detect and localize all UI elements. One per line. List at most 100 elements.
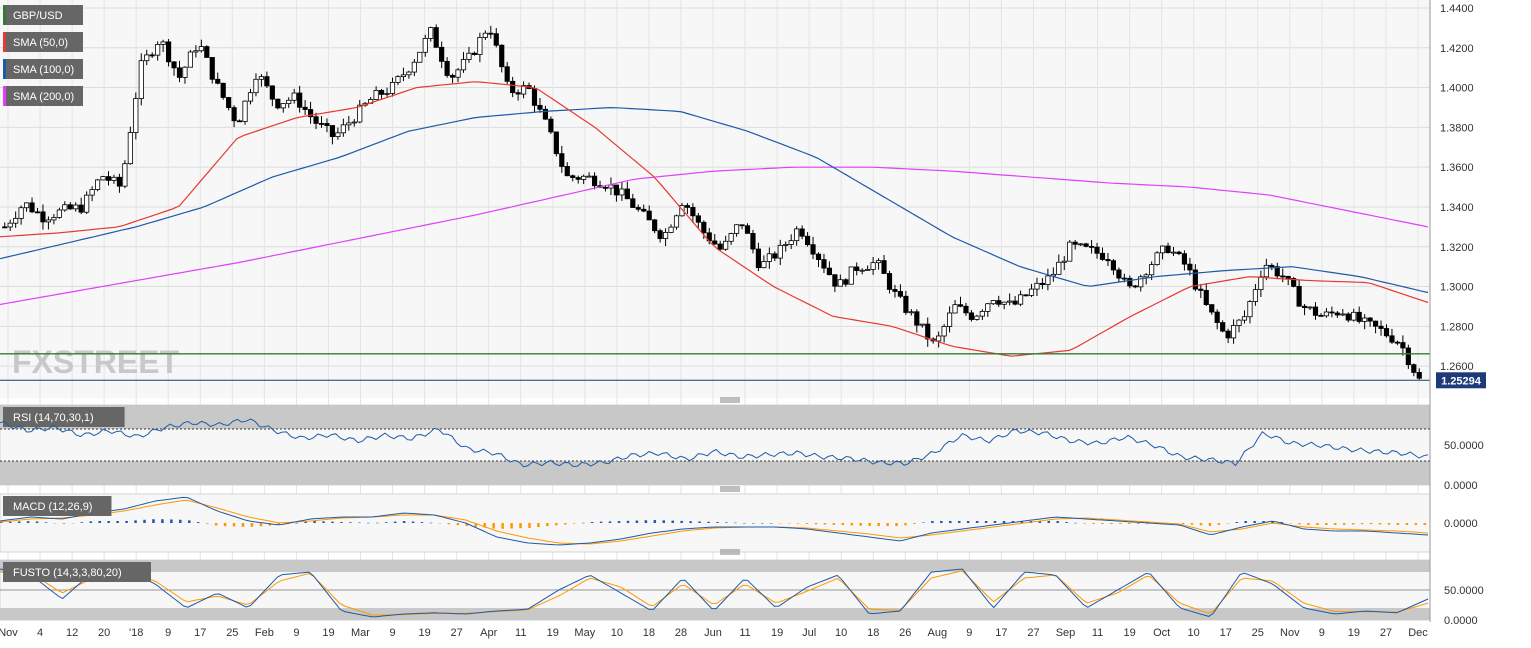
candle-body	[859, 269, 865, 272]
candle-body	[1285, 275, 1291, 279]
macd-hist-bar	[519, 523, 522, 529]
rsi-oversold-zone	[0, 461, 1430, 485]
macd-y-tick: 0.0000	[1444, 518, 1478, 530]
x-tick-label: 20	[98, 627, 110, 639]
macd-hist-bar	[572, 523, 576, 524]
macd-hist-bar	[179, 519, 182, 523]
candle-body	[668, 226, 674, 233]
candle-body	[794, 228, 800, 242]
macd-hist-bar	[250, 523, 254, 527]
candle-body	[149, 54, 155, 57]
macd-hist-bar	[734, 522, 737, 524]
legend-item: GBP/USD	[3, 5, 83, 25]
macd-hist-bar	[1145, 523, 1149, 524]
candle-body	[968, 312, 975, 320]
x-tick-label: '18	[129, 627, 143, 639]
candle-body	[515, 92, 521, 95]
candle-body	[608, 184, 614, 189]
candle-body	[1291, 278, 1297, 287]
legend-box	[3, 59, 83, 79]
candle-body	[13, 218, 19, 224]
candle-body	[1116, 269, 1122, 279]
candle-body	[826, 267, 833, 276]
last-price-tag	[1436, 372, 1486, 389]
legend-item: SMA (50,0)	[3, 32, 83, 52]
candle-body	[646, 210, 652, 221]
macd-hist-bar	[411, 521, 415, 523]
macd-hist-bar	[483, 523, 486, 528]
x-tick-label: Sep	[1056, 627, 1076, 639]
macd-hist-bar	[510, 523, 513, 529]
candle-body	[100, 176, 106, 181]
x-tick-label: 10	[835, 627, 847, 639]
candle-body	[1209, 304, 1215, 313]
y-tick-label: 1.3800	[1440, 122, 1474, 134]
macd-hist-bar	[859, 523, 862, 526]
legend-box	[3, 86, 83, 106]
panel-resize-handle[interactable]	[720, 397, 740, 403]
candle-body	[1263, 264, 1269, 278]
candle-body	[1023, 294, 1029, 297]
candle-body	[1187, 263, 1193, 271]
macd-hist-bar	[743, 522, 746, 524]
candle-body	[335, 132, 341, 138]
candle-body	[712, 240, 718, 245]
candle-body	[832, 274, 838, 287]
candle-body	[1280, 275, 1286, 278]
macd-hist-bar	[1253, 521, 1256, 523]
candle-body	[209, 57, 215, 80]
candle-body	[1383, 328, 1390, 337]
candle-body	[591, 175, 598, 187]
panel-resize-handle[interactable]	[720, 549, 740, 555]
macd-hist-bar	[680, 520, 683, 523]
macd-hist-bar	[1396, 523, 1400, 525]
candle-body	[553, 131, 559, 155]
candle-body	[1028, 288, 1035, 296]
macd-hist-bar	[170, 519, 173, 523]
macd-hist-bar	[1316, 523, 1319, 525]
candle-body	[1362, 317, 1368, 322]
macd-hist-bar	[931, 521, 934, 523]
fusto-d-line	[0, 570, 1429, 616]
macd-hist-bar	[349, 522, 352, 523]
macd-hist-bar	[35, 521, 39, 523]
candle-body	[444, 60, 450, 76]
candle-body	[193, 50, 199, 53]
macd-hist-bar	[1047, 521, 1050, 523]
macd-hist-bar	[62, 523, 66, 524]
candle-body	[979, 310, 985, 317]
candle-body	[226, 97, 232, 109]
panel-resize-handle[interactable]	[720, 486, 740, 492]
candle-body	[657, 230, 663, 239]
candle-body	[624, 188, 630, 200]
candle-body	[138, 60, 144, 99]
macd-hist-bar	[384, 522, 388, 523]
candle-body	[1045, 275, 1051, 285]
candle-body	[1105, 259, 1111, 262]
candle-body	[357, 104, 363, 123]
x-tick-label: 17	[1220, 627, 1232, 639]
macd-hist-bar	[1414, 523, 1418, 525]
x-tick-label: 19	[1123, 627, 1135, 639]
candle-body	[1078, 243, 1084, 246]
candle-body	[766, 253, 772, 262]
candle-body	[204, 46, 210, 58]
candle-body	[455, 69, 461, 78]
candle-body	[1203, 290, 1209, 305]
candle-body	[122, 163, 128, 187]
macd-hist-bar	[904, 523, 907, 526]
candle-body	[1345, 313, 1351, 321]
macd-hist-bar	[402, 521, 406, 523]
macd-hist-bar	[814, 523, 818, 525]
candle-body	[340, 124, 346, 134]
x-tick-label: 9	[293, 627, 299, 639]
candle-body	[1017, 294, 1024, 305]
sma-100-line	[0, 106, 1429, 294]
macd-hist-bar	[537, 523, 540, 528]
candle-body	[187, 51, 194, 68]
macd-hist-bar	[1405, 523, 1409, 525]
candle-body	[51, 217, 57, 221]
last-price-label: 1.25294	[1441, 375, 1482, 387]
candle-body	[433, 27, 439, 48]
